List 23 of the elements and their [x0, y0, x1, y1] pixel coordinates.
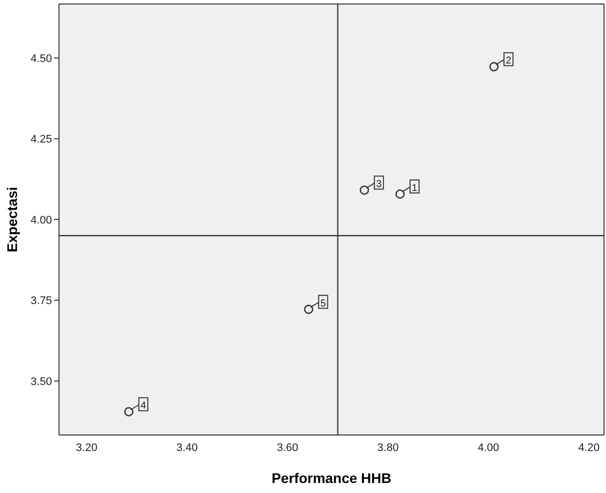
y-axis-title: Expectasi: [4, 186, 20, 252]
y-tick-label: 4.25: [30, 134, 52, 146]
annotation: 2: [506, 56, 512, 67]
x-tick-label: 4.20: [578, 442, 600, 454]
annotation: 3: [376, 179, 382, 190]
x-tick-label: 3.80: [377, 442, 399, 454]
x-axis-title: Performance HHB: [272, 470, 392, 486]
point: [124, 407, 134, 416]
y-tick-label: 3.75: [30, 295, 52, 308]
y-tick-label: 3.50: [30, 376, 52, 388]
point: [395, 189, 405, 199]
y-tick-label: 4.50: [30, 52, 52, 65]
annotation: 1: [412, 182, 418, 194]
point: [360, 185, 370, 195]
x-tick-label: 3.20: [76, 442, 98, 454]
point: [489, 62, 499, 72]
x-tick-label: 4.00: [478, 442, 500, 454]
annotation: 4: [140, 400, 147, 412]
x-tick-label: 3.60: [276, 442, 298, 454]
y-tick-label: 4.00: [30, 214, 52, 226]
annotation: 5: [320, 298, 326, 310]
x-tick-label: 3.40: [176, 442, 198, 454]
point: [304, 304, 314, 314]
